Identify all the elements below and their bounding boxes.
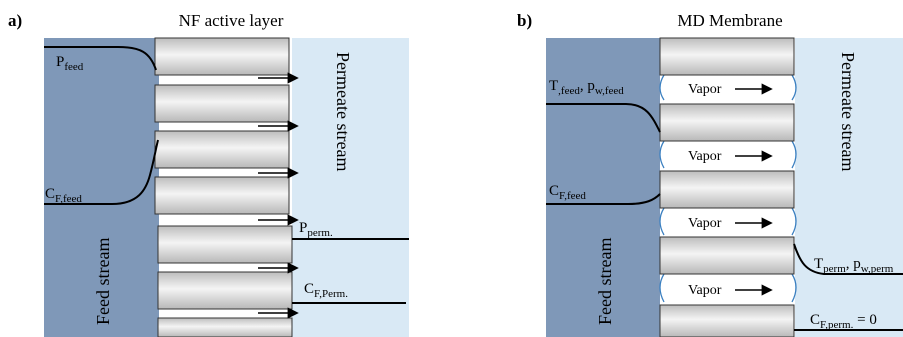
md-block: [659, 304, 795, 337]
t-perm-label: Tperm, pw,perm: [814, 256, 894, 275]
permeate-stream-label-b: Permeate stream: [838, 52, 858, 171]
t-feed-profile: [546, 103, 661, 133]
nf-block: [154, 176, 290, 215]
md-membrane-blocks: [659, 37, 795, 337]
c-feed-profile: [546, 193, 661, 205]
feed-stream-region: [546, 38, 660, 337]
t-feed-label: T,feed, pw,feed: [549, 78, 624, 97]
panel-b-letter: b): [517, 11, 532, 30]
nf-block: [157, 225, 293, 264]
p-feed-profile: [44, 46, 157, 71]
c-feed-label-b: CF,feed: [549, 183, 586, 202]
t-perm-profile: [793, 243, 903, 275]
feed-meniscus: [659, 74, 665, 101]
md-block: [659, 103, 795, 142]
feed-meniscus: [659, 207, 665, 236]
perm-meniscus: [791, 273, 797, 303]
nf-block: [154, 84, 290, 123]
vapor-label: Vapor: [688, 149, 722, 164]
perm-meniscus: [791, 207, 797, 236]
vapor-label: Vapor: [688, 82, 722, 97]
nf-block: [157, 271, 293, 310]
nf-membrane-blocks: [154, 37, 293, 337]
c-perm-label-b: CF,perm. = 0: [810, 312, 877, 331]
md-block: [659, 236, 795, 275]
panel-a-title: NF active layer: [179, 11, 284, 30]
c-feed-profile: [44, 139, 159, 205]
nf-block: [157, 317, 293, 337]
feed-stream-label-b: Feed stream: [595, 238, 615, 325]
liquid-vapor-interfaces: [659, 74, 797, 303]
feed-meniscus: [659, 140, 665, 169]
panel-b-title: MD Membrane: [677, 11, 782, 30]
vapor-label: Vapor: [688, 216, 722, 231]
panel-a-letter: a): [8, 11, 22, 30]
panel-a: a) NF active layer Pf: [8, 11, 409, 337]
perm-meniscus: [791, 74, 797, 101]
nf-block: [154, 130, 290, 169]
feed-stream-region: [44, 38, 159, 337]
p-feed-label: Pfeed: [56, 54, 84, 73]
p-perm-label: Pperm.: [299, 220, 333, 239]
nf-flow-arrows: [258, 72, 299, 319]
md-block: [659, 37, 795, 76]
vapor-label: Vapor: [688, 283, 722, 298]
c-perm-label: CF,Perm.: [304, 281, 348, 300]
feed-stream-label: Feed stream: [93, 238, 113, 325]
c-feed-label: CF,feed: [45, 186, 82, 205]
perm-meniscus: [791, 140, 797, 169]
md-block: [659, 170, 795, 209]
panel-b: b) MD Membrane Vapor Vapor Va: [517, 11, 903, 337]
nf-block: [154, 37, 290, 76]
permeate-stream-label: Permeate stream: [333, 52, 353, 171]
feed-meniscus: [659, 273, 665, 303]
